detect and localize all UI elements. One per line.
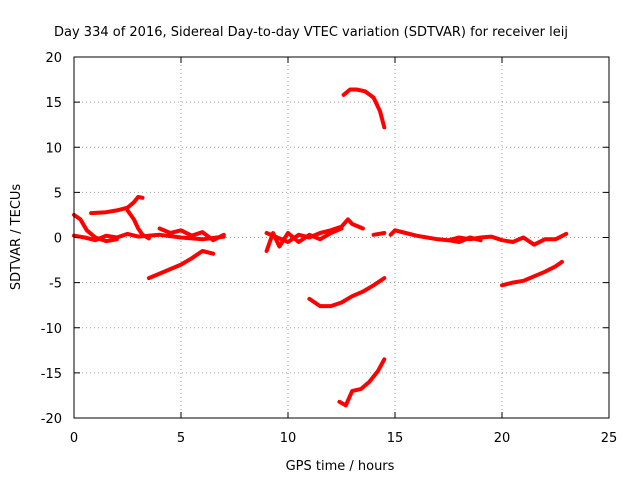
- x-tick-label: 0: [70, 431, 78, 446]
- y-tick-label: 5: [54, 186, 62, 201]
- y-tick-label: 0: [54, 232, 62, 247]
- series-line-arc-13: [446, 231, 569, 247]
- series-line-arc-2: [72, 212, 119, 244]
- x-tick-label: 15: [387, 431, 404, 446]
- series-line-arc-11: [337, 357, 387, 408]
- x-tick-label: 10: [280, 431, 297, 446]
- series-line-arc-9: [341, 87, 387, 130]
- series-line-arc-4: [125, 208, 151, 241]
- y-tick-label: -20: [41, 412, 62, 427]
- y-tick-label: -5: [49, 277, 62, 292]
- x-tick-label: 25: [601, 431, 618, 446]
- series-line-arc-3: [89, 194, 145, 216]
- y-tick-label: -15: [41, 367, 62, 382]
- series-line-arc-5: [146, 249, 216, 281]
- y-axis-label: SDTVAR / TECUs: [9, 184, 24, 291]
- chart-title: Day 334 of 2016, Sidereal Day-to-day VTE…: [54, 25, 568, 40]
- series-line-arc-6: [157, 226, 226, 243]
- x-axis-label: GPS time / hours: [286, 459, 395, 474]
- series-line-arc-8: [264, 217, 365, 244]
- x-tick-label: 5: [177, 431, 185, 446]
- series-group: [72, 87, 569, 408]
- y-tick-label: 20: [45, 51, 62, 66]
- axis-ticks: [73, 56, 610, 419]
- y-tick-label: 15: [45, 96, 62, 111]
- series-line-arc-10: [307, 276, 387, 309]
- series-line-arc-14: [500, 259, 564, 288]
- series-line-arc-15: [371, 231, 387, 237]
- tick-labels: 0 5 10 15 20 25 -20 -15 -10 -5 0 5 10 15 20: [41, 51, 618, 446]
- x-tick-label: 20: [494, 431, 511, 446]
- grid: [74, 57, 609, 418]
- y-tick-label: -10: [41, 322, 62, 337]
- series-line-arc-1: [72, 231, 226, 243]
- y-tick-label: 10: [45, 141, 62, 156]
